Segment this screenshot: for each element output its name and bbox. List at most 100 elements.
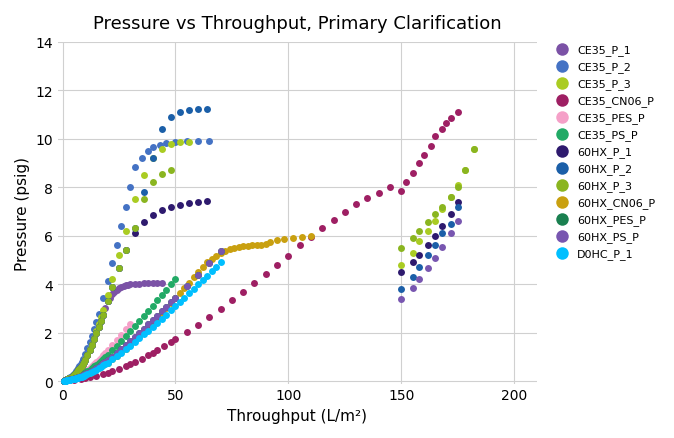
D0HC_P_1	[102, 359, 113, 366]
60HX_PS_P	[107, 353, 118, 360]
CE35_PES_P	[116, 332, 127, 339]
60HX_CN06_P	[152, 314, 163, 321]
CE35_P_1	[143, 280, 154, 287]
CE35_PES_P	[111, 337, 122, 344]
60HX_PES_P	[129, 334, 140, 341]
D0HC_P_1	[206, 268, 217, 275]
CE35_P_2	[73, 365, 84, 372]
CE35_CN06_P	[414, 160, 425, 167]
CE35_PS_P	[61, 377, 71, 384]
60HX_PES_P	[91, 365, 102, 372]
60HX_CN06_P	[188, 274, 199, 281]
CE35_PS_P	[161, 286, 172, 293]
60HX_P_3	[59, 377, 70, 384]
CE35_PES_P	[63, 377, 73, 384]
60HX_P_3	[72, 369, 83, 376]
60HX_CN06_P	[247, 242, 257, 249]
CE35_PS_P	[91, 361, 102, 368]
60HX_P_3	[148, 180, 158, 187]
CE35_CN06_P	[193, 321, 204, 328]
60HX_PES_P	[66, 376, 77, 383]
D0HC_P_1	[66, 376, 77, 383]
60HX_CN06_P	[305, 233, 316, 240]
CE35_PES_P	[76, 371, 87, 378]
CE35_P_2	[102, 277, 113, 284]
CE35_P_3	[156, 146, 167, 153]
CE35_PS_P	[69, 374, 80, 381]
60HX_CN06_P	[111, 353, 122, 360]
60HX_P_1	[98, 311, 109, 318]
CE35_PES_P	[69, 375, 80, 382]
60HX_CN06_P	[93, 365, 104, 372]
60HX_P_2	[89, 336, 100, 343]
CE35_PS_P	[62, 377, 73, 384]
CE35_CN06_P	[125, 361, 135, 368]
60HX_P_3	[98, 311, 109, 318]
CE35_PS_P	[80, 369, 90, 376]
CE35_PES_P	[86, 363, 97, 370]
CE35_P_3	[91, 328, 102, 335]
CE35_P_3	[452, 182, 463, 189]
60HX_P_2	[62, 376, 73, 383]
60HX_PS_P	[74, 374, 85, 381]
60HX_P_3	[80, 356, 90, 363]
CE35_P_2	[143, 148, 154, 155]
D0HC_P_1	[89, 367, 100, 374]
CE35_P_1	[67, 373, 78, 380]
CE35_P_1	[116, 284, 127, 291]
CE35_P_3	[437, 206, 448, 213]
60HX_PES_P	[74, 374, 85, 381]
CE35_PES_P	[121, 326, 131, 333]
CE35_P_3	[93, 321, 104, 328]
60HX_PES_P	[64, 376, 75, 383]
60HX_P_3	[423, 219, 434, 226]
60HX_P_1	[93, 324, 104, 331]
60HX_PES_P	[111, 350, 122, 357]
60HX_CN06_P	[80, 371, 90, 378]
60HX_P_1	[65, 374, 76, 381]
60HX_PES_P	[102, 357, 113, 364]
CE35_P_1	[129, 281, 140, 288]
60HX_CN06_P	[272, 237, 282, 244]
60HX_P_2	[193, 106, 204, 113]
CE35_PS_P	[129, 323, 140, 330]
60HX_PES_P	[61, 377, 71, 384]
60HX_PES_P	[73, 374, 84, 381]
60HX_P_1	[86, 342, 97, 349]
60HX_P_3	[78, 360, 88, 367]
60HX_PS_P	[437, 244, 448, 251]
60HX_P_1	[430, 233, 441, 240]
60HX_PES_P	[204, 260, 215, 267]
CE35_P_1	[104, 294, 115, 301]
60HX_PS_P	[69, 375, 80, 382]
60HX_P_3	[61, 377, 71, 384]
60HX_CN06_P	[98, 362, 109, 369]
CE35_PES_P	[100, 350, 111, 357]
60HX_PS_P	[84, 369, 95, 376]
CE35_PS_P	[152, 297, 163, 304]
CE35_P_1	[66, 374, 77, 381]
60HX_P_1	[129, 230, 140, 237]
CE35_P_3	[446, 194, 456, 201]
CE35_P_1	[152, 280, 163, 287]
D0HC_P_1	[197, 277, 208, 284]
D0HC_P_1	[100, 360, 111, 367]
60HX_P_3	[430, 211, 441, 218]
60HX_P_3	[89, 336, 100, 343]
60HX_PES_P	[76, 372, 87, 379]
CE35_P_1	[89, 336, 100, 343]
60HX_PS_P	[93, 363, 104, 370]
60HX_CN06_P	[288, 235, 299, 242]
CE35_PES_P	[74, 372, 85, 379]
D0HC_P_1	[211, 264, 222, 271]
CE35_PES_P	[80, 368, 90, 375]
CE35_PES_P	[98, 352, 109, 359]
60HX_P_2	[69, 372, 80, 379]
CE35_PS_P	[75, 372, 86, 379]
60HX_P_1	[84, 347, 95, 354]
60HX_PES_P	[72, 374, 83, 381]
60HX_PS_P	[78, 372, 88, 379]
60HX_PES_P	[67, 376, 78, 383]
CE35_P_3	[423, 228, 434, 235]
60HX_CN06_P	[116, 349, 127, 356]
